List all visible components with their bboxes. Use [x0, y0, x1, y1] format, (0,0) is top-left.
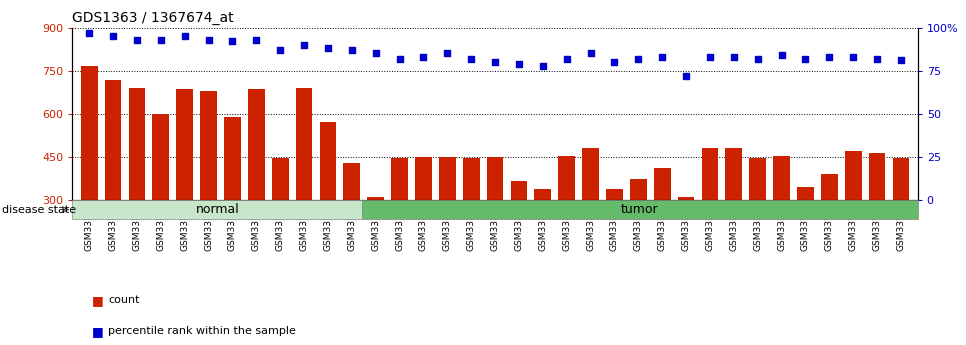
Bar	[439, 157, 456, 286]
Bar	[463, 158, 479, 286]
Bar	[224, 117, 241, 286]
Bar	[367, 197, 384, 286]
Bar	[104, 80, 122, 286]
Point	[201, 37, 216, 42]
Point	[368, 51, 384, 56]
Bar	[868, 152, 886, 286]
Point	[272, 47, 288, 53]
Bar	[534, 189, 552, 286]
Point	[177, 33, 192, 39]
Point	[105, 33, 121, 39]
Point	[582, 51, 598, 56]
Point	[153, 37, 168, 42]
Bar	[630, 179, 646, 286]
Point	[869, 56, 885, 61]
Bar	[72, 200, 362, 219]
Bar	[750, 158, 766, 286]
Point	[487, 59, 502, 65]
Bar	[81, 66, 98, 286]
Point	[798, 56, 813, 61]
Point	[894, 58, 909, 63]
Bar	[271, 158, 289, 286]
Bar	[362, 200, 918, 219]
Bar	[415, 157, 432, 286]
Point	[225, 39, 241, 44]
Point	[631, 56, 646, 61]
Bar	[606, 189, 623, 286]
Point	[81, 30, 97, 36]
Text: ■: ■	[92, 294, 103, 307]
Point	[655, 54, 670, 60]
Bar	[511, 181, 527, 286]
Bar	[320, 122, 336, 286]
Point	[845, 54, 861, 60]
Point	[392, 56, 408, 61]
Bar	[678, 197, 695, 286]
Bar	[725, 148, 742, 286]
Point	[440, 51, 455, 56]
Text: ■: ■	[92, 325, 103, 338]
Bar	[773, 156, 790, 286]
Point	[320, 46, 335, 51]
Bar	[344, 163, 360, 286]
Text: percentile rank within the sample: percentile rank within the sample	[108, 326, 296, 336]
Point	[774, 52, 789, 58]
Bar	[248, 89, 265, 286]
Bar	[797, 187, 813, 286]
Text: normal: normal	[195, 203, 240, 216]
Point	[511, 61, 526, 67]
Bar	[582, 148, 599, 286]
Point	[344, 47, 359, 53]
Bar	[200, 91, 217, 286]
Bar	[128, 88, 145, 286]
Text: count: count	[108, 295, 140, 305]
Point	[726, 54, 742, 60]
Point	[535, 63, 551, 68]
Bar	[654, 168, 670, 286]
Text: tumor: tumor	[621, 203, 659, 216]
Point	[464, 56, 479, 61]
Bar	[391, 158, 408, 286]
Point	[678, 73, 694, 79]
Point	[702, 54, 718, 60]
Text: GDS1363 / 1367674_at: GDS1363 / 1367674_at	[72, 11, 234, 25]
Point	[297, 42, 312, 48]
Bar	[153, 114, 169, 286]
Bar	[821, 174, 838, 286]
Bar	[845, 151, 862, 286]
Bar	[893, 158, 909, 286]
Bar	[177, 89, 193, 286]
Point	[607, 59, 622, 65]
Point	[248, 37, 264, 42]
Bar	[487, 157, 503, 286]
Point	[415, 54, 431, 60]
Point	[822, 54, 838, 60]
Bar	[296, 88, 312, 286]
Point	[750, 56, 765, 61]
Point	[559, 56, 575, 61]
Text: disease state: disease state	[2, 205, 76, 215]
Bar	[701, 148, 719, 286]
Bar	[558, 156, 575, 286]
Point	[129, 37, 145, 42]
